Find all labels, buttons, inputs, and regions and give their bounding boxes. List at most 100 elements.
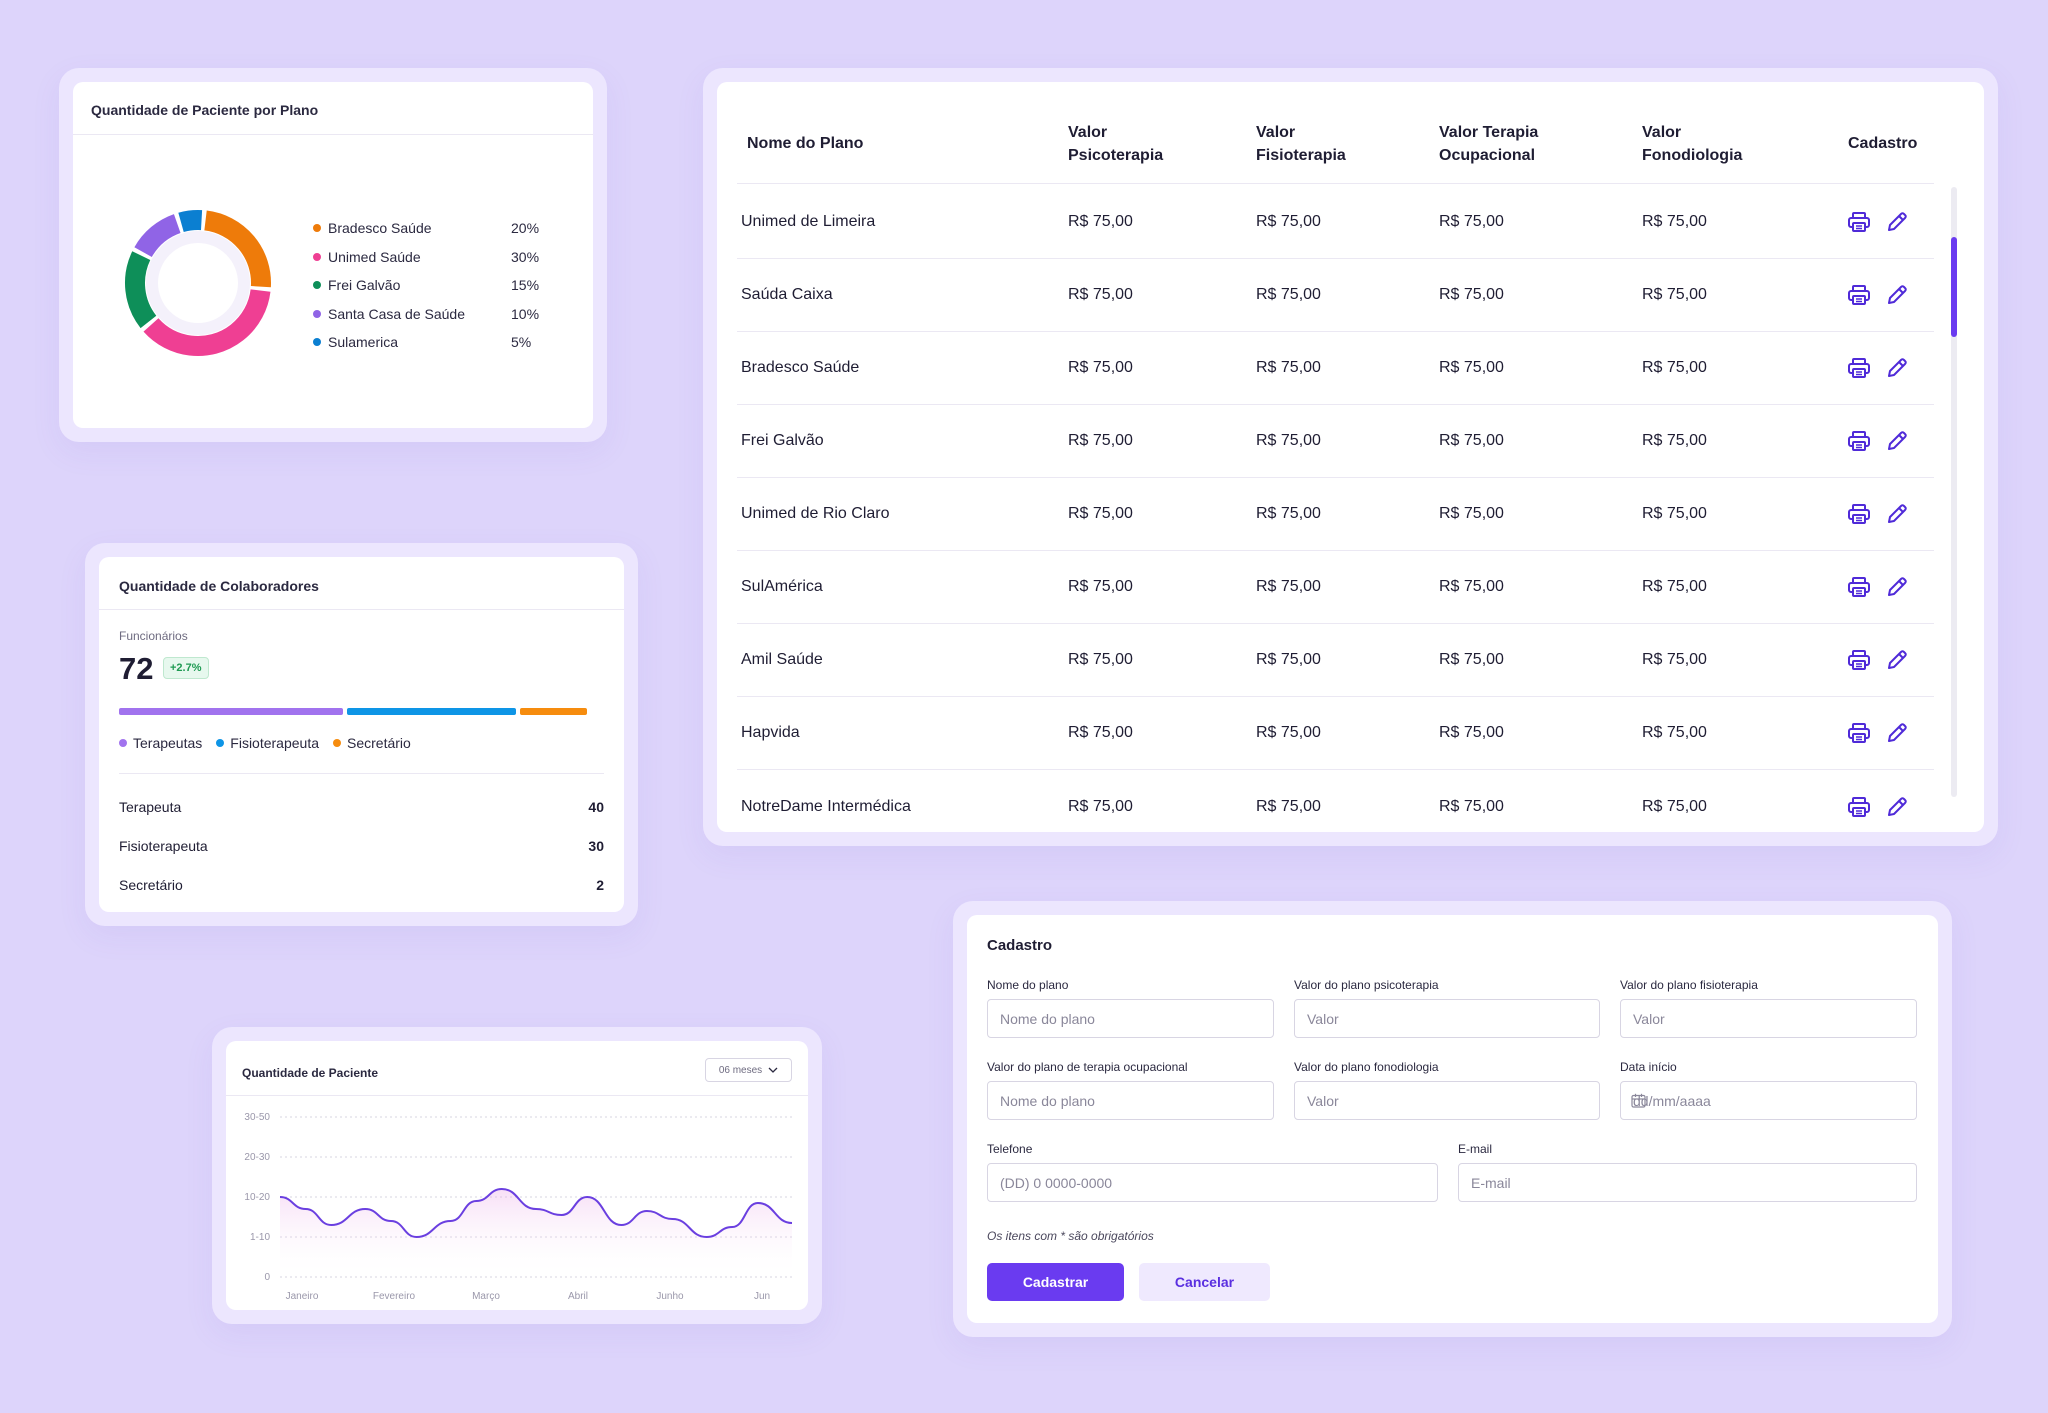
physiotherapy-value-input[interactable] — [1620, 999, 1917, 1038]
phone-input[interactable] — [987, 1163, 1438, 1202]
pencil-icon[interactable] — [1886, 211, 1908, 233]
registration-card: Cadastro Nome do plano Valor do plano ps… — [967, 915, 1938, 1323]
value-cell: R$ 75,00 — [1256, 359, 1321, 376]
plans-table-panel: Nome do Plano Valor Psicoterapia Valor Fisio… — [703, 68, 1998, 846]
pencil-icon[interactable] — [1886, 357, 1908, 379]
role-label: Secretário — [119, 876, 183, 893]
donut-slice-unimed-sa-de — [125, 210, 271, 356]
list-item: Terapeuta 40 — [119, 787, 604, 826]
value-cell: R$ 75,00 — [1068, 505, 1133, 522]
table-scrollbar[interactable] — [1951, 187, 1957, 797]
legend-dot — [313, 338, 321, 347]
printer-icon[interactable] — [1848, 357, 1870, 379]
legend-item: Secretário — [333, 735, 411, 751]
value-cell: R$ 75,00 — [1068, 724, 1133, 741]
column-header-text: Valor Terapia — [1439, 123, 1539, 141]
column-header-text: Psicoterapia — [1068, 146, 1164, 164]
value-cell: R$ 75,00 — [1068, 213, 1133, 230]
cancel-button[interactable]: Cancelar — [1139, 1263, 1270, 1301]
start-date-wrapper — [1620, 1081, 1917, 1120]
plan-name-input[interactable] — [987, 999, 1274, 1038]
role-count: 40 — [588, 798, 604, 815]
pencil-icon[interactable] — [1886, 722, 1908, 744]
plan-name-cell: Frei Galvão — [741, 432, 824, 449]
column-header: Cadastro — [1848, 132, 1934, 155]
legend-item: Bradesco Saúde 20% — [313, 214, 541, 243]
employees-legend: Terapeutas Fisioterapeuta Secretário — [119, 735, 411, 751]
printer-icon[interactable] — [1848, 503, 1870, 525]
printer-icon[interactable] — [1848, 284, 1870, 306]
pencil-icon[interactable] — [1886, 649, 1908, 671]
pencil-icon[interactable] — [1886, 576, 1908, 598]
plan-name-cell: Unimed de Rio Claro — [741, 505, 890, 522]
column-header-text: Cadastro — [1848, 135, 1918, 152]
value-cell: R$ 75,00 — [1642, 797, 1707, 815]
printer-icon[interactable] — [1848, 722, 1870, 744]
column-header-text: Valor — [1256, 123, 1296, 141]
period-select-value: 06 meses — [718, 1064, 763, 1076]
y-tick-label: 30-50 — [244, 1112, 270, 1123]
period-select[interactable]: 06 meses — [705, 1058, 792, 1082]
psychotherapy-value-input[interactable] — [1294, 999, 1600, 1038]
pencil-icon[interactable] — [1886, 503, 1908, 525]
table-row: NotreDame Intermédica R$ 75,00 R$ 75,00 R$ … — [737, 770, 1934, 832]
value-cell: R$ 75,00 — [1642, 651, 1707, 668]
value-cell: R$ 75,00 — [1256, 432, 1321, 449]
table-row: Bradesco Saúde R$ 75,00 R$ 75,00 R$ 75,00 R$… — [737, 332, 1934, 405]
plans-table-card: Nome do Plano Valor Psicoterapia Valor Fisio… — [717, 82, 1984, 832]
printer-icon[interactable] — [1848, 430, 1870, 452]
stacked-bar-segment-terapeuta — [119, 708, 344, 715]
patients-by-plan-card: Quantidade de Paciente por Plano Bradesc… — [73, 82, 593, 428]
submit-button[interactable]: Cadastrar — [987, 1263, 1124, 1301]
row-actions — [1848, 796, 1934, 818]
value-cell: R$ 75,00 — [1256, 651, 1321, 668]
value-cell: R$ 75,00 — [1439, 432, 1504, 449]
printer-icon[interactable] — [1848, 211, 1870, 233]
row-actions — [1848, 649, 1934, 671]
role-label: Terapeuta — [119, 798, 182, 815]
value-cell: R$ 75,00 — [1068, 651, 1133, 668]
y-tick-label: 20-30 — [244, 1152, 270, 1163]
pencil-icon[interactable] — [1886, 430, 1908, 452]
legend-label: Frei Galvão — [328, 277, 401, 294]
speech-therapy-value-input[interactable] — [1294, 1081, 1600, 1120]
column-header-text: Fisioterapia — [1256, 146, 1346, 164]
legend-label: Secretário — [347, 735, 411, 751]
occupational-therapy-value-input[interactable] — [987, 1081, 1274, 1120]
pencil-icon[interactable] — [1886, 284, 1908, 306]
series-line — [279, 1187, 793, 1239]
row-actions — [1848, 722, 1934, 744]
legend-item: Sulamerica 5% — [313, 328, 541, 357]
psychotherapy-value-field: Valor do plano psicoterapia — [1294, 978, 1600, 1038]
legend-dot — [313, 224, 321, 233]
printer-icon[interactable] — [1848, 796, 1870, 818]
employees-label: Funcionários — [119, 629, 188, 643]
column-header-text: Nome do Plano — [747, 135, 864, 152]
plan-name-cell: Hapvida — [741, 724, 800, 741]
x-tick-label: Abril — [568, 1291, 588, 1302]
legend-percent: 20% — [511, 220, 540, 237]
start-date-input[interactable] — [1620, 1081, 1917, 1120]
printer-icon[interactable] — [1848, 649, 1870, 671]
speech-therapy-value-field: Valor do plano fonodiologia — [1294, 1060, 1600, 1120]
printer-icon[interactable] — [1848, 576, 1870, 598]
row-actions — [1848, 430, 1934, 452]
role-count: 2 — [596, 876, 604, 893]
legend-dot — [313, 281, 321, 290]
legend-label: Unimed Saúde — [328, 248, 421, 265]
start-date-label: Data início — [1620, 1060, 1677, 1074]
table-scrollbar-thumb[interactable] — [1951, 237, 1957, 337]
occupational-therapy-value-label: Valor do plano de terapia ocupacional — [987, 1060, 1188, 1074]
legend-dot — [313, 309, 321, 318]
patients-count-panel: Quantidade de Paciente 06 meses 0 1-10 10-… — [212, 1027, 822, 1324]
plan-name-cell: Bradesco Saúde — [741, 359, 860, 376]
legend-item: Frei Galvão 15% — [313, 271, 541, 300]
table-row: Frei Galvão R$ 75,00 R$ 75,00 R$ 75,00 R$ 75… — [737, 405, 1934, 478]
donut-hole-inner — [158, 243, 238, 323]
pencil-icon[interactable] — [1886, 796, 1908, 818]
physiotherapy-value-field: Valor do plano fisioterapia — [1620, 978, 1917, 1038]
value-cell: R$ 75,00 — [1439, 286, 1504, 303]
legend-item: Santa Casa de Saúde 10% — [313, 300, 541, 329]
y-tick-label: 1-10 — [250, 1232, 270, 1243]
email-input[interactable] — [1458, 1163, 1917, 1202]
